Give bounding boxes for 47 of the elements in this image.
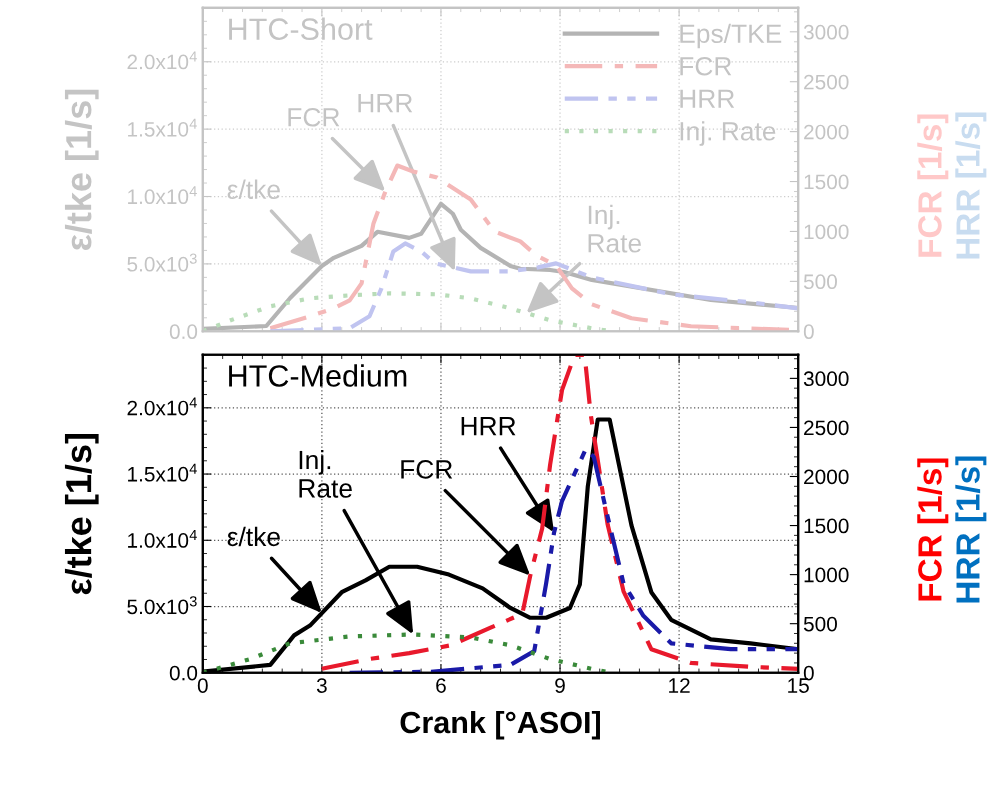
y2-tick-label: 500: [803, 616, 837, 632]
x-tick-label: 9: [555, 678, 565, 693]
y-tick-label: 5.0x10$^{3}$: [127, 596, 197, 615]
chart-title: HTC-Short: [229, 17, 373, 40]
y-tick-label: 0.0: [169, 665, 198, 681]
chart-title: HTC-Medium: [229, 364, 407, 387]
y2-tick-label: 2500: [804, 420, 849, 436]
annotation: HRR: [358, 94, 413, 113]
legend-label: Eps/TKE: [680, 23, 782, 49]
y-tick-label: 1.5x10$^{4}$: [128, 463, 197, 482]
y2-tick-label: 2500: [804, 74, 849, 90]
annotation: FCR: [401, 460, 453, 479]
legend-label: FCR: [680, 56, 732, 76]
y-tick-label: 1.0x10$^{4}$: [128, 529, 197, 548]
x-tick-label: 6: [436, 678, 446, 693]
y-tick-label: 2.0x10$^{4}$: [127, 51, 197, 70]
y2-tick-label: 3000: [803, 24, 849, 40]
y2-tick-label: 2000: [804, 469, 849, 485]
x-axis-title: Crank [°ASOI]: [400, 710, 600, 740]
legend-label: HRR: [680, 89, 735, 108]
annotation: Inj. Rate: [299, 449, 352, 498]
y2-axis-title: FCR [1/s]: [917, 458, 949, 601]
y2-tick-label: 500: [803, 274, 837, 290]
annotation: Inj. Rate: [588, 204, 641, 253]
x-tick-label: 3: [316, 678, 327, 693]
y-tick-label: 0.0: [169, 324, 198, 340]
y-tick-label: 5.0x10$^{3}$: [127, 253, 197, 272]
y2-tick-label: 2000: [804, 124, 849, 140]
x-tick-label: 0: [197, 678, 208, 693]
y3-axis-title: HRR [1/s]: [955, 456, 987, 603]
annotation: HRR: [461, 417, 516, 436]
annotation: ε/tke: [227, 179, 280, 199]
y-tick-label: 1.5x10$^{4}$: [128, 118, 197, 137]
y2-tick-label: 1500: [804, 518, 849, 534]
y2-tick-label: 1000: [804, 567, 849, 583]
y2-tick-label: 1500: [804, 174, 849, 190]
y2-tick-label: 3000: [803, 371, 849, 387]
y2-tick-label: 0: [803, 324, 814, 340]
y2-tick-label: 1000: [804, 224, 849, 240]
y-axis-title: ε/tke [1/s]: [64, 89, 99, 251]
y-axis-title: ε/tke [1/s]: [64, 433, 99, 595]
x-tick-label: 12: [669, 678, 690, 693]
annotation: FCR: [288, 107, 340, 127]
y-tick-label: 2.0x10$^{4}$: [127, 397, 197, 416]
y-tick-label: 1.0x10$^{4}$: [128, 186, 197, 205]
annotation: ε/tke: [227, 526, 280, 547]
legend-label: Inj. Rate: [680, 121, 776, 146]
